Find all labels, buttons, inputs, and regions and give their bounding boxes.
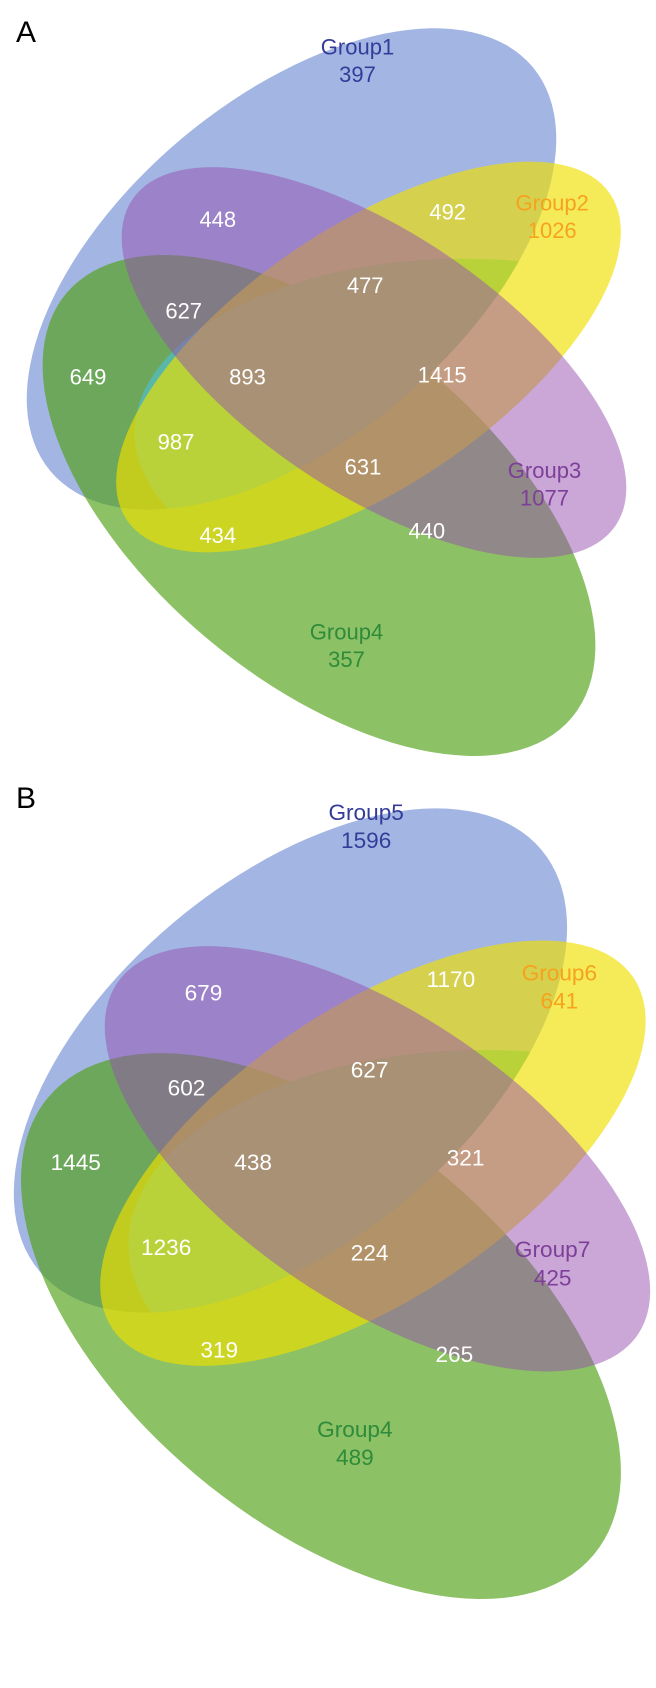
- count-group6-only: 641: [541, 989, 579, 1014]
- count-group1-only: 397: [339, 62, 376, 87]
- count-group4-only: 357: [328, 647, 365, 672]
- region-count-g2-g4: 434: [199, 523, 236, 548]
- count-group4b-only: 489: [336, 1445, 374, 1470]
- venn-b-group: Group5 1596 Group6 641 Group7 425 Group4…: [13, 800, 651, 1600]
- count-group5-only: 1596: [341, 828, 391, 853]
- set-label-group1: Group1: [321, 34, 394, 59]
- region-count-g5-g7: 679: [185, 981, 223, 1006]
- panel-b: B Group5 1596 Group6 641 Group7 425 Grou…: [13, 782, 651, 1600]
- count-group7-only: 425: [534, 1265, 572, 1290]
- region-count-g1-g2-g3: 477: [347, 273, 384, 298]
- venn-a-group: Group1 397 Group2 1026 Group3 1077 Group…: [26, 28, 627, 756]
- venn-a-ellipse-group3: [121, 167, 627, 558]
- region-count-g6-g4: 319: [200, 1338, 238, 1363]
- panel-a-letter: A: [16, 16, 36, 49]
- region-count-g5-g6-g7: 627: [351, 1057, 389, 1082]
- region-count-g6-g7: 321: [447, 1146, 485, 1171]
- panel-b-letter: B: [16, 782, 36, 815]
- set-label-group4: Group4: [310, 620, 383, 645]
- panel-a: A Group1 397 Group2 1026 Group3 1077 Gro…: [16, 16, 627, 756]
- region-count-g6-g7-g4: 224: [351, 1241, 389, 1266]
- set-label-group4b: Group4: [317, 1417, 392, 1442]
- count-group3-only: 1077: [520, 486, 569, 511]
- region-count-g7-g4: 265: [435, 1342, 473, 1367]
- set-label-group6: Group6: [522, 960, 597, 985]
- region-count-g5-g6-g4: 1236: [141, 1235, 191, 1260]
- region-count-g3-g4: 440: [408, 519, 445, 544]
- set-label-group2: Group2: [516, 191, 589, 216]
- region-count-g1-g2-g3-g4: 893: [229, 365, 266, 390]
- region-count-g1-g4: 649: [70, 365, 107, 390]
- set-label-group3: Group3: [508, 458, 581, 483]
- set-label-group5: Group5: [328, 800, 403, 825]
- region-count-g5-g6-g7-g4: 438: [234, 1150, 272, 1175]
- region-count-g5-g4: 1445: [51, 1150, 101, 1175]
- region-count-g1-g2: 492: [429, 200, 466, 225]
- region-count-g5-g6: 1170: [427, 967, 476, 992]
- set-label-group7: Group7: [515, 1237, 590, 1262]
- region-count-g5-g7-g4: 602: [168, 1076, 206, 1101]
- count-group2-only: 1026: [528, 218, 577, 243]
- venn-b-ellipse-group7: [104, 946, 651, 1372]
- region-count-g2-g3: 1415: [418, 362, 467, 387]
- region-count-g1-g2-g4: 987: [158, 429, 195, 454]
- region-count-g1-g3: 448: [199, 207, 236, 232]
- region-count-g1-g3-g4: 627: [165, 299, 202, 324]
- region-count-g2-g3-g4: 631: [345, 455, 382, 480]
